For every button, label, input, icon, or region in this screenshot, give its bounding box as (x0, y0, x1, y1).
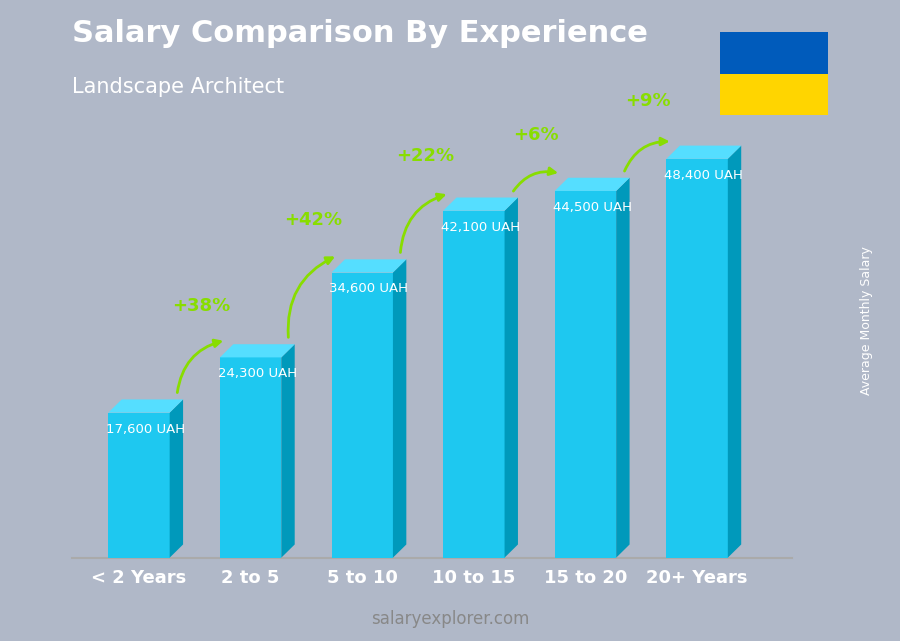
Text: 48,400 UAH: 48,400 UAH (664, 169, 743, 181)
Text: +42%: +42% (284, 211, 342, 229)
Text: 42,100 UAH: 42,100 UAH (441, 221, 520, 233)
FancyBboxPatch shape (443, 211, 505, 558)
Polygon shape (666, 146, 742, 159)
Bar (720, 32, 828, 74)
Text: 24,300 UAH: 24,300 UAH (218, 367, 297, 380)
Text: +6%: +6% (514, 126, 559, 144)
Text: 44,500 UAH: 44,500 UAH (553, 201, 632, 214)
Bar (720, 74, 828, 115)
FancyArrowPatch shape (288, 258, 332, 337)
Text: +38%: +38% (173, 297, 230, 315)
Polygon shape (170, 399, 183, 558)
Polygon shape (554, 178, 630, 191)
Polygon shape (443, 197, 518, 211)
FancyArrowPatch shape (625, 138, 667, 171)
Text: Salary Comparison By Experience: Salary Comparison By Experience (72, 19, 648, 48)
FancyArrowPatch shape (513, 168, 555, 191)
Polygon shape (393, 260, 406, 558)
FancyArrowPatch shape (177, 340, 220, 392)
Text: +22%: +22% (396, 147, 454, 165)
Polygon shape (282, 344, 294, 558)
FancyBboxPatch shape (220, 358, 282, 558)
FancyBboxPatch shape (331, 272, 393, 558)
Text: salaryexplorer.com: salaryexplorer.com (371, 610, 529, 628)
Text: +9%: +9% (626, 92, 670, 110)
Polygon shape (108, 399, 183, 413)
Text: Landscape Architect: Landscape Architect (72, 77, 284, 97)
Polygon shape (728, 146, 742, 558)
Text: 34,600 UAH: 34,600 UAH (329, 283, 409, 296)
FancyArrowPatch shape (400, 194, 444, 253)
Text: Average Monthly Salary: Average Monthly Salary (860, 246, 873, 395)
Polygon shape (616, 178, 630, 558)
FancyBboxPatch shape (666, 159, 728, 558)
Text: 17,600 UAH: 17,600 UAH (106, 422, 185, 435)
Polygon shape (331, 260, 406, 272)
Polygon shape (505, 197, 518, 558)
FancyBboxPatch shape (554, 191, 616, 558)
Polygon shape (220, 344, 294, 358)
FancyBboxPatch shape (108, 413, 170, 558)
